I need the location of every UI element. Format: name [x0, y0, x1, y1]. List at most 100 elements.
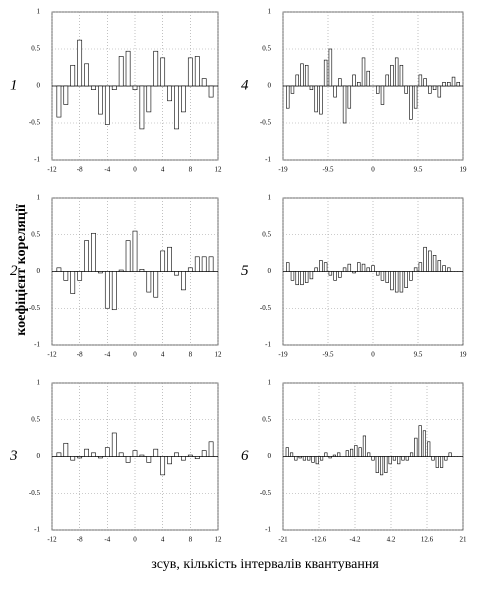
x-tick-label: 0	[371, 166, 375, 174]
bar	[194, 256, 200, 272]
bar	[333, 85, 337, 98]
x-tick-label: -21	[278, 536, 288, 544]
bar	[361, 263, 366, 272]
bar	[139, 454, 145, 457]
bar	[418, 425, 422, 457]
bar	[456, 82, 460, 87]
bar	[423, 78, 427, 87]
bar	[323, 59, 328, 87]
bar	[56, 267, 62, 272]
x-tick-label: -4	[104, 166, 110, 174]
bar	[437, 85, 442, 98]
bar	[208, 256, 214, 272]
bar	[91, 232, 96, 272]
bar	[447, 267, 451, 272]
bar	[394, 271, 399, 293]
bar	[357, 262, 361, 272]
y-tick-label: 1	[37, 379, 41, 387]
x-tick-label: -4.2	[349, 536, 361, 544]
y-tick-label: 0	[37, 82, 41, 90]
bar	[401, 456, 405, 461]
y-tick-label: 1	[37, 194, 41, 202]
bar	[298, 456, 302, 459]
bar	[181, 456, 186, 461]
x-tick-label: 12	[215, 166, 223, 174]
bar	[431, 456, 435, 461]
bar	[194, 456, 200, 460]
bar	[345, 450, 349, 457]
bar	[379, 456, 384, 476]
bar	[286, 85, 290, 109]
bar	[56, 85, 62, 118]
bar	[104, 85, 110, 125]
bar	[432, 85, 437, 91]
bar	[380, 85, 385, 105]
bar	[307, 456, 311, 461]
bar	[300, 63, 304, 87]
bar	[285, 447, 289, 457]
bar	[319, 456, 324, 461]
x-tick-label: 21	[460, 536, 468, 544]
x-tick-label: -8	[77, 351, 83, 359]
bar	[366, 267, 370, 272]
bar	[125, 50, 131, 87]
x-tick-label: 0	[133, 166, 137, 174]
bar	[388, 456, 392, 465]
y-tick-label: 0.5	[262, 45, 271, 53]
y-tick-label: -0.5	[260, 119, 272, 127]
bar	[399, 271, 404, 293]
panel-label: 1	[10, 77, 18, 93]
bar	[362, 435, 367, 457]
bar	[56, 452, 62, 457]
bar	[404, 85, 408, 94]
bar	[451, 76, 456, 87]
x-tick-label: -12	[47, 351, 57, 359]
bar	[376, 271, 380, 276]
bar	[413, 267, 418, 272]
panel-label: 5	[241, 263, 249, 279]
y-tick-label: 0	[268, 82, 272, 90]
bar	[98, 85, 103, 115]
y-tick-label: 1	[268, 194, 272, 202]
y-tick-label: -1	[34, 341, 40, 349]
bar	[384, 456, 388, 473]
bar	[423, 246, 427, 272]
bar	[84, 448, 89, 457]
x-tick-label: 4	[161, 536, 165, 544]
bar	[63, 85, 69, 105]
bar	[405, 456, 409, 461]
bar	[187, 454, 193, 457]
bar	[132, 230, 138, 272]
bar	[125, 456, 131, 463]
bar	[311, 456, 315, 463]
bar	[439, 456, 444, 468]
x-tick-label: -8	[77, 166, 83, 174]
y-tick-label: 0.5	[31, 45, 40, 53]
bar	[290, 85, 295, 94]
bar	[167, 456, 172, 465]
bar	[354, 445, 358, 457]
bar	[409, 452, 414, 457]
bar	[160, 250, 166, 272]
x-tick-label: 8	[189, 351, 193, 359]
bar	[181, 85, 186, 113]
bar	[125, 240, 131, 272]
bar	[418, 262, 423, 272]
bar	[366, 70, 370, 87]
bar	[404, 271, 408, 288]
y-tick-label: 0.5	[262, 230, 271, 238]
bar	[98, 456, 103, 459]
y-tick-label: -1	[34, 526, 40, 534]
bar	[167, 246, 172, 272]
y-tick-label: -0.5	[260, 304, 272, 312]
bar	[174, 271, 179, 276]
bar	[418, 74, 423, 87]
bar	[385, 271, 389, 283]
bar	[194, 56, 200, 87]
bar	[332, 454, 337, 457]
bar	[352, 74, 356, 87]
bar	[139, 268, 145, 272]
bar	[448, 452, 452, 457]
bar	[300, 271, 304, 286]
